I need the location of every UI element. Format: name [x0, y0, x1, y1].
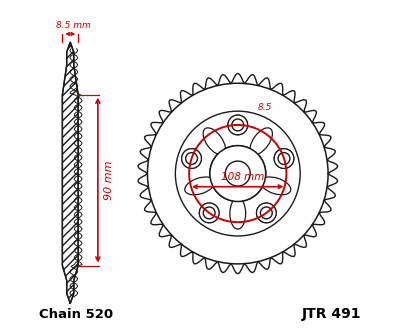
Polygon shape	[62, 42, 78, 303]
Circle shape	[256, 203, 276, 223]
Text: JTR 491: JTR 491	[302, 307, 361, 321]
Circle shape	[203, 207, 215, 219]
Ellipse shape	[230, 198, 246, 229]
Text: Chain 520: Chain 520	[39, 308, 113, 321]
Text: 8.5 mm: 8.5 mm	[56, 21, 91, 30]
Circle shape	[199, 203, 219, 223]
Polygon shape	[62, 42, 78, 303]
Circle shape	[225, 161, 250, 186]
Circle shape	[203, 207, 215, 219]
Circle shape	[260, 207, 272, 219]
Circle shape	[186, 153, 198, 164]
Circle shape	[225, 161, 250, 186]
Circle shape	[148, 83, 328, 264]
Circle shape	[278, 153, 290, 164]
Circle shape	[228, 115, 248, 135]
Ellipse shape	[203, 128, 226, 155]
Circle shape	[278, 153, 290, 164]
Circle shape	[186, 153, 198, 164]
Circle shape	[260, 207, 272, 219]
Circle shape	[274, 149, 294, 168]
Circle shape	[210, 146, 266, 201]
Circle shape	[274, 149, 294, 168]
Circle shape	[199, 203, 219, 223]
Ellipse shape	[250, 128, 272, 155]
Circle shape	[232, 119, 244, 131]
Circle shape	[256, 203, 276, 223]
Circle shape	[210, 146, 266, 201]
Circle shape	[182, 149, 201, 168]
Circle shape	[182, 149, 201, 168]
Circle shape	[175, 111, 300, 236]
Text: 90 mm: 90 mm	[104, 160, 114, 200]
Ellipse shape	[185, 177, 215, 195]
Circle shape	[232, 119, 244, 131]
Circle shape	[228, 115, 248, 135]
Text: 8.5: 8.5	[257, 103, 272, 112]
Ellipse shape	[261, 177, 291, 195]
Text: 108 mm: 108 mm	[221, 172, 264, 182]
Polygon shape	[138, 73, 338, 274]
